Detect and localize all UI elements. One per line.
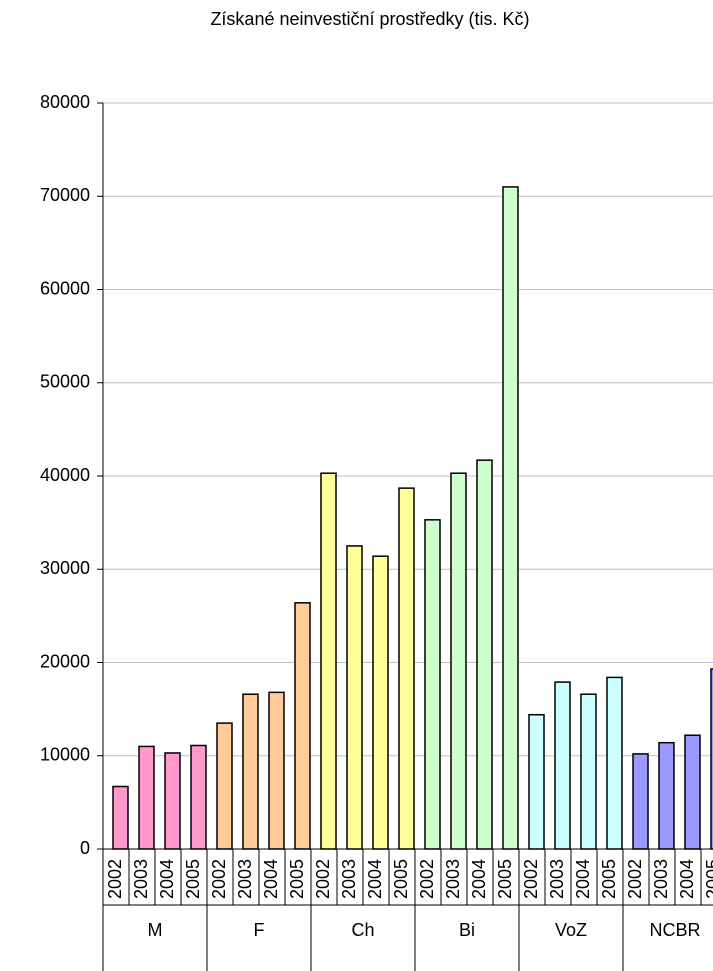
bar xyxy=(216,722,233,850)
x-tick-label: 2005 xyxy=(599,859,619,899)
y-tick-label: 30000 xyxy=(40,558,90,578)
bar xyxy=(242,693,259,850)
bar xyxy=(164,752,181,850)
chart-title: Získané neinvestiční prostředky (tis. Kč… xyxy=(210,9,529,29)
bar xyxy=(320,472,337,850)
x-tick-label: 2003 xyxy=(547,859,567,899)
bar xyxy=(190,744,207,850)
bar xyxy=(268,691,285,850)
y-tick-label: 60000 xyxy=(40,278,90,298)
bar xyxy=(138,745,155,850)
x-tick-label: 2002 xyxy=(105,859,125,899)
bar xyxy=(476,459,493,850)
x-tick-label: 2004 xyxy=(677,859,697,899)
x-tick-label: 2003 xyxy=(235,859,255,899)
bar xyxy=(580,693,597,850)
x-tick-label: 2003 xyxy=(339,859,359,899)
group-label: M xyxy=(148,920,163,940)
bar xyxy=(606,676,623,850)
y-tick-label: 70000 xyxy=(40,185,90,205)
y-tick-label: 20000 xyxy=(40,651,90,671)
bar xyxy=(450,472,467,850)
x-tick-label: 2003 xyxy=(443,859,463,899)
x-tick-label: 2005 xyxy=(183,859,203,899)
x-tick-label: 2002 xyxy=(313,859,333,899)
group-label: Bi xyxy=(459,920,475,940)
x-tick-label: 2005 xyxy=(391,859,411,899)
x-tick-label: 2004 xyxy=(365,859,385,899)
group-label: NCBR xyxy=(649,920,700,940)
x-tick-label: 2002 xyxy=(209,859,229,899)
bar xyxy=(554,681,571,850)
x-tick-label: 2003 xyxy=(651,859,671,899)
y-tick-label: 10000 xyxy=(40,745,90,765)
x-tick-label: 2002 xyxy=(625,859,645,899)
bar xyxy=(658,741,675,850)
bar xyxy=(424,519,441,850)
x-tick-label: 2002 xyxy=(521,859,541,899)
x-tick-label: 2004 xyxy=(573,859,593,899)
x-tick-label: 2004 xyxy=(157,859,177,899)
group-label: VoZ xyxy=(555,920,587,940)
y-tick-label: 80000 xyxy=(40,92,90,112)
x-tick-label: 2005 xyxy=(495,859,515,899)
x-tick-label: 2002 xyxy=(417,859,437,899)
bar xyxy=(112,785,129,850)
y-tick-label: 40000 xyxy=(40,465,90,485)
x-tick-label: 2004 xyxy=(469,859,489,899)
bar xyxy=(710,668,713,850)
bar xyxy=(294,602,311,850)
bar xyxy=(398,487,415,850)
x-tick-label: 2005 xyxy=(703,859,713,899)
y-tick-label: 50000 xyxy=(40,372,90,392)
bar xyxy=(502,186,519,850)
x-tick-label: 2003 xyxy=(131,859,151,899)
bar xyxy=(632,753,649,850)
bar xyxy=(684,734,701,850)
x-tick-label: 2004 xyxy=(261,859,281,899)
bar xyxy=(346,545,363,850)
bar xyxy=(528,713,545,850)
y-tick-label: 0 xyxy=(80,838,90,858)
group-label: Ch xyxy=(351,920,374,940)
group-label: F xyxy=(254,920,265,940)
x-tick-label: 2005 xyxy=(287,859,307,899)
bar xyxy=(372,555,389,850)
